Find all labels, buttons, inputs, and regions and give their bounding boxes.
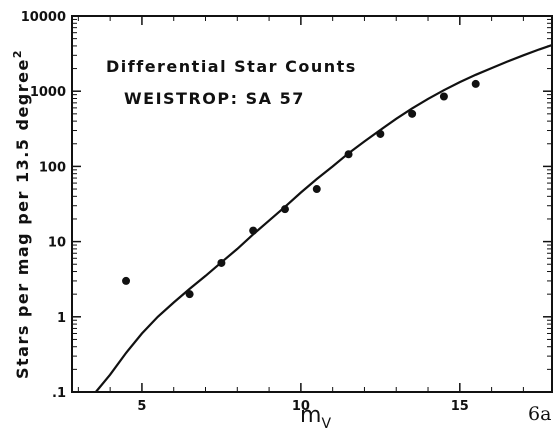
data-point xyxy=(408,109,417,118)
model-curve-line xyxy=(94,44,553,393)
data-point xyxy=(439,92,448,101)
data-point xyxy=(280,205,289,214)
y-tick-label: 10000 xyxy=(21,10,66,25)
data-point xyxy=(249,226,258,235)
y-tick-label: 1 xyxy=(57,311,66,326)
y-axis-label: Stars per mag per 13.5 degree2 xyxy=(11,49,32,379)
y-tick-label: .1 xyxy=(52,386,66,401)
data-point xyxy=(185,290,194,299)
chart-title: Differential Star Counts xyxy=(106,57,357,76)
y-tick-label: 10 xyxy=(48,236,66,251)
data-point xyxy=(122,276,131,285)
x-tick-label: 5 xyxy=(137,399,146,414)
data-points-layer xyxy=(122,79,480,299)
model-curve-layer xyxy=(94,44,553,393)
x-axis-label-subscript: V xyxy=(321,416,331,432)
chart-subtitle: WEISTROP: SA 57 xyxy=(124,89,305,108)
y-tick-label: 1000 xyxy=(30,85,66,100)
plot-frame xyxy=(71,15,553,393)
data-point xyxy=(376,129,385,138)
data-point xyxy=(471,79,480,88)
y-axis-label-group: Stars per mag per 13.5 degree2 xyxy=(11,49,32,379)
figure-label: 6a xyxy=(528,403,551,425)
x-tick-label: 10 xyxy=(292,399,310,414)
data-point xyxy=(217,258,226,267)
y-axis-label-superscript: 2 xyxy=(11,49,24,58)
data-point xyxy=(312,185,321,194)
y-tick-label: 100 xyxy=(39,160,66,175)
x-axis-label-text: m xyxy=(300,403,321,428)
data-point xyxy=(344,150,353,159)
x-tick-label: 15 xyxy=(451,399,469,414)
x-axis-label: mV xyxy=(300,403,331,432)
y-axis-label-text: Stars per mag per 13.5 degree xyxy=(13,58,32,379)
